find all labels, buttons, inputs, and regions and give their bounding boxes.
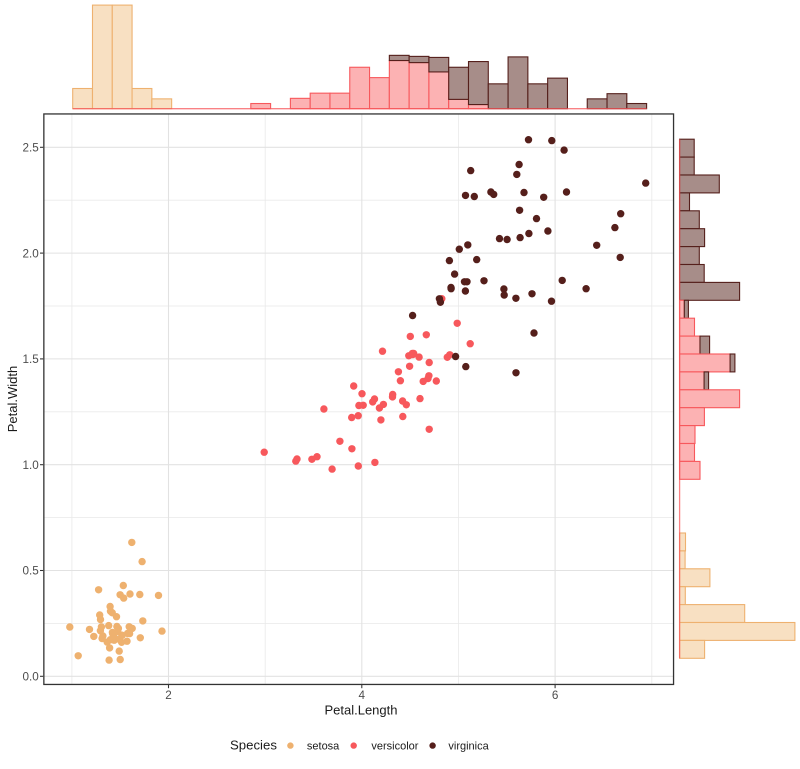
svg-text:Petal.Width: Petal.Width xyxy=(5,366,20,432)
svg-text:0.5: 0.5 xyxy=(23,565,40,578)
svg-text:1.5: 1.5 xyxy=(23,353,40,366)
svg-text:1.0: 1.0 xyxy=(23,459,40,472)
svg-text:virginica: virginica xyxy=(448,741,489,753)
svg-text:0.0: 0.0 xyxy=(23,671,40,684)
svg-text:versicolor: versicolor xyxy=(371,741,418,753)
svg-text:2.0: 2.0 xyxy=(23,247,40,260)
svg-text:6: 6 xyxy=(552,689,559,702)
svg-text:setosa: setosa xyxy=(307,741,340,753)
svg-text:2: 2 xyxy=(165,689,172,702)
svg-text:4: 4 xyxy=(359,689,366,702)
svg-text:Petal.Length: Petal.Length xyxy=(324,703,397,718)
svg-text:2.5: 2.5 xyxy=(23,142,40,155)
svg-text:Species: Species xyxy=(230,737,277,752)
